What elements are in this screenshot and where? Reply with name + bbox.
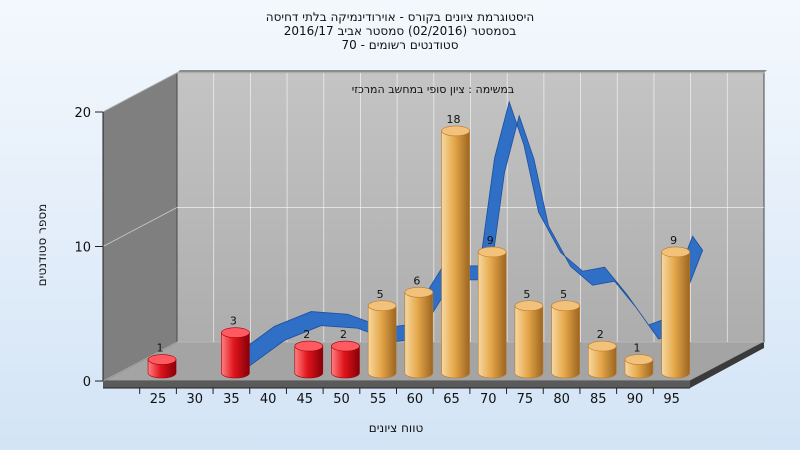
bar-top-cap [294, 340, 324, 352]
x-tick-label: 40 [260, 392, 277, 407]
floor-edge-right [690, 342, 764, 388]
bar-top-cap [661, 246, 690, 258]
x-tick-label: 65 [443, 392, 460, 407]
chart-annotation: במשימה : ציון סופי במחשב המרכזי [352, 83, 515, 96]
x-tick-label: 25 [150, 392, 167, 407]
x-tick-label: 95 [663, 392, 680, 407]
data-labels-group: 1 3 2 2 5 6 18 9 5 5 2 1 9 [157, 113, 678, 355]
x-axis-label: טווח ציונים [369, 421, 424, 435]
data-label: 9 [487, 234, 494, 247]
data-label: 9 [670, 234, 677, 247]
chart-title-line-3: סטודנטים רשומים - 70 [341, 38, 458, 52]
bar-body [477, 251, 507, 379]
bar-top-cap [514, 300, 544, 312]
bar-body [587, 345, 617, 379]
bar-body [551, 305, 580, 379]
gridline-side [102, 207, 178, 247]
bar-top-cap [624, 354, 654, 365]
data-label: 5 [377, 288, 384, 301]
bars-group [147, 125, 690, 379]
floor-edge-front [103, 381, 690, 388]
bar-top-cap [331, 340, 360, 352]
bar-body [294, 345, 324, 379]
data-label: 6 [413, 274, 420, 287]
data-label: 2 [340, 328, 347, 341]
bar-body [221, 332, 250, 379]
x-tick-label: 55 [370, 392, 387, 407]
x-tick-label: 70 [480, 392, 497, 407]
bar-body [404, 292, 434, 379]
data-label: 2 [303, 328, 310, 341]
bar-45 [294, 340, 324, 379]
bar-top-cap [367, 300, 397, 312]
y-tick-label: 0 [83, 375, 91, 390]
x-tick-label: 85 [590, 392, 607, 407]
x-tick-label: 80 [553, 392, 570, 407]
chart-title-line-1: היסטוגרמת ציונים בקורס - אוירודינמיקה בל… [266, 10, 534, 24]
x-tick-label: 45 [297, 392, 314, 407]
data-label: 1 [633, 342, 640, 355]
bar-body [367, 305, 397, 379]
bar-35 [221, 327, 250, 379]
bar-top-cap [221, 327, 250, 338]
x-tick-label: 50 [333, 392, 350, 407]
data-label: 18 [447, 113, 461, 126]
bar-body [331, 345, 360, 379]
bar-50 [331, 340, 360, 379]
data-label: 1 [157, 342, 164, 355]
bar-25 [147, 354, 177, 379]
data-label: 5 [523, 288, 530, 301]
bar-body [514, 305, 544, 379]
bar-body [441, 130, 470, 379]
bar-95 [661, 246, 690, 379]
bar-body [661, 251, 690, 379]
bar-90 [624, 354, 654, 379]
x-tick-label: 35 [223, 392, 240, 407]
y-axis-label: מספר סטודנטים [35, 204, 49, 287]
y-tick-label: 20 [74, 106, 91, 121]
chart-title-line-2: בסמסטר (02/2016) סמסטר אביב 2016/17 [284, 24, 516, 38]
gridlines [102, 72, 764, 382]
back-wall-top-edge [177, 70, 767, 73]
bar-top-cap [441, 125, 470, 137]
bar-top-cap [147, 354, 177, 365]
bar-85 [587, 340, 617, 379]
y-tick-label: 10 [74, 241, 91, 256]
bar-70 [477, 246, 507, 379]
bar-top-cap [587, 340, 617, 352]
bar-top-cap [404, 286, 434, 298]
data-label: 2 [597, 328, 604, 341]
bar-75 [514, 300, 544, 379]
bar-top-cap [477, 246, 507, 258]
data-label: 5 [560, 288, 567, 301]
x-tick-label: 60 [407, 392, 424, 407]
x-tick-label: 90 [627, 392, 644, 407]
x-tick-label: 75 [517, 392, 534, 407]
bar-55 [367, 300, 397, 379]
bar-60 [404, 286, 434, 379]
gridline-side [102, 72, 178, 113]
x-tick-label: 30 [186, 392, 203, 407]
bar-top-cap [551, 300, 580, 312]
bar-80 [551, 300, 580, 379]
gridline-side [102, 341, 178, 382]
data-label: 3 [230, 315, 237, 328]
bar-65 [441, 125, 470, 379]
